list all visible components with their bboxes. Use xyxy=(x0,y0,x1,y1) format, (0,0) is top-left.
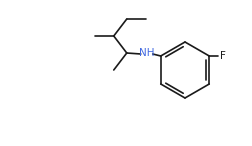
Text: NH: NH xyxy=(139,48,154,58)
Text: F: F xyxy=(220,51,226,61)
